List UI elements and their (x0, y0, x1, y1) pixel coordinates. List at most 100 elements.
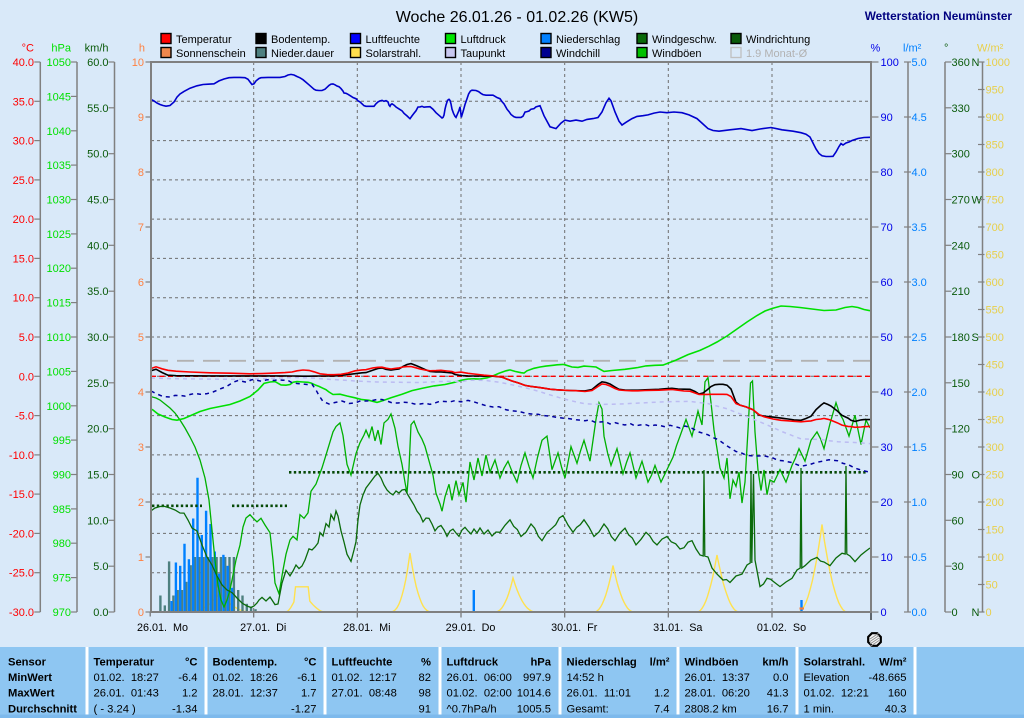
svg-text:990: 990 (53, 470, 71, 482)
svg-text:6: 6 (138, 277, 144, 289)
svg-text:950: 950 (986, 85, 1004, 97)
svg-text:3: 3 (138, 442, 144, 454)
svg-text:Solarstrahl.: Solarstrahl. (366, 48, 422, 60)
svg-text:100: 100 (881, 57, 899, 69)
svg-text:°C: °C (304, 657, 317, 669)
svg-text:Luftdruck: Luftdruck (447, 657, 499, 669)
svg-text:20: 20 (881, 497, 893, 509)
svg-text:O: O (972, 470, 981, 482)
svg-text:1030: 1030 (47, 195, 71, 207)
svg-text:60: 60 (952, 515, 964, 527)
svg-text:1025: 1025 (47, 229, 71, 241)
svg-text:26.01. Mo: 26.01. Mo (137, 622, 188, 634)
svg-text:10: 10 (881, 552, 893, 564)
svg-text:^0.7hPa/h: ^0.7hPa/h (447, 703, 497, 715)
svg-text:45.0: 45.0 (87, 195, 108, 207)
svg-text:30.01. Fr: 30.01. Fr (551, 622, 598, 634)
svg-text:90: 90 (952, 470, 964, 482)
svg-text:980: 980 (53, 538, 71, 550)
svg-text:600: 600 (986, 277, 1004, 289)
svg-text:Luftfeuchte: Luftfeuchte (332, 657, 393, 669)
svg-text:91: 91 (419, 703, 431, 715)
svg-text:7: 7 (138, 222, 144, 234)
svg-text:°C: °C (185, 657, 198, 669)
svg-text:5.0: 5.0 (93, 561, 108, 573)
svg-text:350: 350 (986, 415, 1004, 427)
svg-text:28.01. 12:37: 28.01. 12:37 (213, 688, 278, 700)
svg-text:N: N (972, 57, 980, 69)
svg-text:60.0: 60.0 (87, 57, 108, 69)
svg-text:550: 550 (986, 305, 1004, 317)
svg-text:1.9 Monat-Ø: 1.9 Monat-Ø (746, 48, 808, 60)
svg-text:0.0: 0.0 (912, 607, 927, 619)
svg-text:MaxWert: MaxWert (8, 688, 55, 700)
svg-text:997.9: 997.9 (523, 672, 551, 684)
svg-text:0: 0 (986, 607, 992, 619)
svg-text:28.01. 06:20: 28.01. 06:20 (685, 688, 750, 700)
svg-text:1.0: 1.0 (912, 497, 927, 509)
svg-text:28.01. Mi: 28.01. Mi (343, 622, 390, 634)
svg-text:995: 995 (53, 435, 71, 447)
svg-text:l/m²: l/m² (650, 657, 670, 669)
svg-text:240: 240 (952, 240, 970, 252)
svg-text:01.02. 18:27: 01.02. 18:27 (94, 672, 159, 684)
svg-text:210: 210 (952, 286, 970, 298)
svg-text:850: 850 (986, 140, 1004, 152)
svg-text:40.0: 40.0 (87, 240, 108, 252)
svg-text:4.5: 4.5 (912, 112, 927, 124)
svg-text:40.3: 40.3 (885, 703, 907, 715)
svg-text:2: 2 (138, 497, 144, 509)
svg-text:25.0: 25.0 (13, 175, 34, 187)
svg-text:h: h (139, 43, 145, 55)
svg-text:1020: 1020 (47, 263, 71, 275)
svg-text:-25.0: -25.0 (9, 568, 34, 580)
svg-text:400: 400 (986, 387, 1004, 399)
svg-text:300: 300 (986, 442, 1004, 454)
svg-text:10.0: 10.0 (87, 515, 108, 527)
svg-text:26.01. 01:43: 26.01. 01:43 (94, 688, 159, 700)
svg-text:W/m²: W/m² (879, 657, 907, 669)
svg-text:Windgeschw.: Windgeschw. (652, 34, 717, 46)
svg-text:975: 975 (53, 573, 71, 585)
svg-text:-48.665: -48.665 (869, 672, 907, 684)
svg-text:30.0: 30.0 (13, 136, 34, 148)
svg-text:14:52 h: 14:52 h (567, 672, 604, 684)
svg-text:%: % (421, 657, 431, 669)
svg-text:35.0: 35.0 (87, 286, 108, 298)
svg-text:MinWert: MinWert (8, 672, 52, 684)
svg-text:800: 800 (986, 167, 1004, 179)
svg-text:100: 100 (986, 552, 1004, 564)
svg-text:1.5: 1.5 (912, 442, 927, 454)
svg-text:26.01. 13:37: 26.01. 13:37 (685, 672, 750, 684)
svg-text:0.0: 0.0 (773, 672, 789, 684)
svg-text:30.0: 30.0 (87, 332, 108, 344)
svg-text:7.4: 7.4 (654, 703, 670, 715)
svg-text:%: % (871, 43, 881, 55)
svg-text:15.0: 15.0 (87, 470, 108, 482)
svg-text:km/h: km/h (762, 657, 788, 669)
svg-text:2.5: 2.5 (912, 332, 927, 344)
svg-text:Nieder.dauer: Nieder.dauer (271, 48, 334, 60)
svg-text:Woche 26.01.26 - 01.02.26 (KW5: Woche 26.01.26 - 01.02.26 (KW5) (396, 9, 639, 26)
svg-text:180: 180 (952, 332, 970, 344)
svg-text:1005: 1005 (47, 366, 71, 378)
svg-text:970: 970 (53, 607, 71, 619)
svg-text:°: ° (944, 43, 948, 55)
svg-text:0: 0 (138, 607, 144, 619)
svg-text:-6.1: -6.1 (297, 672, 316, 684)
svg-text:20.0: 20.0 (87, 424, 108, 436)
svg-text:1.2: 1.2 (182, 688, 198, 700)
svg-text:hPa: hPa (530, 657, 551, 669)
svg-text:Gesamt:: Gesamt: (567, 703, 609, 715)
svg-text:330: 330 (952, 103, 970, 115)
svg-text:41.3: 41.3 (767, 688, 789, 700)
svg-text:150: 150 (952, 378, 970, 390)
svg-text:01.02. So: 01.02. So (757, 622, 806, 634)
svg-text:Wetterstation Neumünster: Wetterstation Neumünster (865, 9, 1013, 23)
svg-text:8: 8 (138, 167, 144, 179)
svg-text:Bodentemp.: Bodentemp. (213, 657, 278, 669)
svg-text:1000: 1000 (47, 401, 71, 413)
svg-text:Solarstrahl.: Solarstrahl. (804, 657, 866, 669)
svg-text:3.5: 3.5 (912, 222, 927, 234)
svg-text:160: 160 (888, 688, 907, 700)
